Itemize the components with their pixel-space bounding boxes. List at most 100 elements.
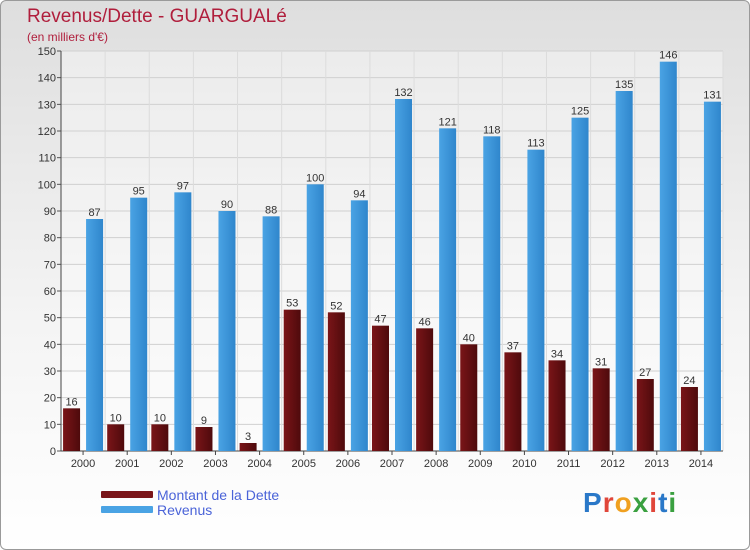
x-tick-label: 2000 xyxy=(71,458,95,470)
bar-dette xyxy=(283,309,301,451)
x-tick-label: 2006 xyxy=(336,458,360,470)
y-tick-label: 90 xyxy=(44,206,56,218)
bar-revenus xyxy=(571,117,589,452)
data-label-dette: 9 xyxy=(201,415,207,427)
x-tick-label: 2010 xyxy=(512,458,536,470)
data-label-revenus: 100 xyxy=(306,172,324,184)
bar-dette xyxy=(504,352,522,451)
bar-dette xyxy=(548,360,566,451)
data-label-dette: 37 xyxy=(507,340,519,352)
bar-revenus xyxy=(262,216,280,451)
data-label-revenus: 125 xyxy=(571,106,589,118)
y-tick-label: 20 xyxy=(44,393,56,405)
bar-revenus xyxy=(306,184,324,452)
x-tick-label: 2002 xyxy=(159,458,183,470)
logo-letter: i xyxy=(649,487,659,518)
data-label-dette: 46 xyxy=(419,316,431,328)
data-label-dette: 16 xyxy=(65,396,77,408)
bar-dette xyxy=(460,344,478,451)
bar-chart: 0 10 20 30 40 50 60 70 80 90 100 110 120 130 140 150 16 8… xyxy=(38,46,724,470)
logo-letter: r xyxy=(602,487,615,518)
y-tick-label: 130 xyxy=(38,99,56,111)
x-tick-label: 2004 xyxy=(247,458,271,470)
bar-revenus xyxy=(130,197,148,451)
x-tick-label: 2005 xyxy=(291,458,315,470)
y-tick-label: 0 xyxy=(50,446,56,458)
data-label-dette: 52 xyxy=(330,300,342,312)
data-label-dette: 40 xyxy=(463,332,475,344)
y-tick-label: 30 xyxy=(44,366,56,378)
bar-dette xyxy=(372,325,389,451)
y-tick-label: 80 xyxy=(44,233,56,245)
bar-dette xyxy=(680,387,698,451)
bar-revenus xyxy=(615,91,633,451)
x-tick-label: 2011 xyxy=(557,458,581,470)
bar-revenus xyxy=(174,192,192,452)
x-tick-label: 2001 xyxy=(115,458,139,470)
proxiti-logo: Proxiti xyxy=(583,487,677,519)
data-label-dette: 10 xyxy=(154,412,166,424)
data-label-revenus: 118 xyxy=(483,124,501,136)
data-label-revenus: 131 xyxy=(703,90,721,102)
legend-swatch-dette xyxy=(101,491,153,498)
data-label-revenus: 87 xyxy=(88,207,100,219)
data-label-dette: 10 xyxy=(110,412,122,424)
bar-revenus xyxy=(527,149,545,451)
bar-revenus xyxy=(350,200,368,451)
legend-swatch-revenus xyxy=(101,506,153,513)
data-label-revenus: 95 xyxy=(133,186,145,198)
x-tick-label: 2012 xyxy=(600,458,624,470)
data-label-dette: 47 xyxy=(374,314,386,326)
data-label-revenus: 90 xyxy=(221,199,233,211)
x-tick-label: 2008 xyxy=(424,458,448,470)
bar-revenus xyxy=(218,211,236,451)
y-tick-label: 150 xyxy=(38,46,56,58)
y-tick-label: 100 xyxy=(38,179,56,191)
plot-area xyxy=(61,51,723,451)
y-tick-label: 40 xyxy=(44,339,56,351)
data-label-revenus: 146 xyxy=(659,50,677,62)
x-tick-label: 2013 xyxy=(645,458,669,470)
logo-letter: P xyxy=(583,487,603,518)
bar-dette xyxy=(327,312,345,451)
logo-letter: t xyxy=(658,487,669,518)
data-label-dette: 3 xyxy=(245,431,251,443)
bar-revenus xyxy=(86,219,104,451)
data-label-revenus: 97 xyxy=(177,180,189,192)
bar-dette xyxy=(151,424,169,451)
bar-revenus xyxy=(439,128,457,451)
data-label-dette: 27 xyxy=(639,367,651,379)
logo-letter: x xyxy=(632,487,650,518)
data-label-revenus: 121 xyxy=(438,116,456,128)
y-tick-label: 140 xyxy=(38,73,56,85)
x-tick-label: 2003 xyxy=(203,458,227,470)
bar-revenus xyxy=(703,101,721,452)
data-label-revenus: 135 xyxy=(615,79,633,91)
data-label-dette: 53 xyxy=(286,298,298,310)
bar-dette xyxy=(592,368,610,451)
y-tick-label: 70 xyxy=(44,259,56,271)
y-tick-label: 10 xyxy=(44,419,56,431)
legend-label-dette: Montant de la Dette xyxy=(157,487,280,503)
bar-dette xyxy=(63,408,81,451)
logo-letter: i xyxy=(668,487,678,518)
y-tick-label: 110 xyxy=(38,153,56,165)
chart-title: Revenus/Dette - GUARGUALé xyxy=(27,6,287,27)
data-label-revenus: 94 xyxy=(353,188,365,200)
bar-dette xyxy=(239,443,257,451)
legend-label-revenus: Revenus xyxy=(157,502,213,518)
x-tick-label: 2007 xyxy=(380,458,404,470)
data-label-dette: 31 xyxy=(595,356,607,368)
data-label-dette: 24 xyxy=(683,375,695,387)
bar-revenus xyxy=(483,136,501,452)
data-label-revenus: 113 xyxy=(527,138,545,150)
chart-subtitle: (en milliers d'€) xyxy=(27,30,108,44)
data-label-revenus: 88 xyxy=(265,204,277,216)
logo-letter: o xyxy=(614,487,633,518)
bar-dette xyxy=(636,379,654,451)
x-tick-label: 2009 xyxy=(468,458,492,470)
data-label-dette: 34 xyxy=(551,348,563,360)
y-tick-label: 120 xyxy=(38,126,56,138)
bar-revenus xyxy=(659,61,677,452)
